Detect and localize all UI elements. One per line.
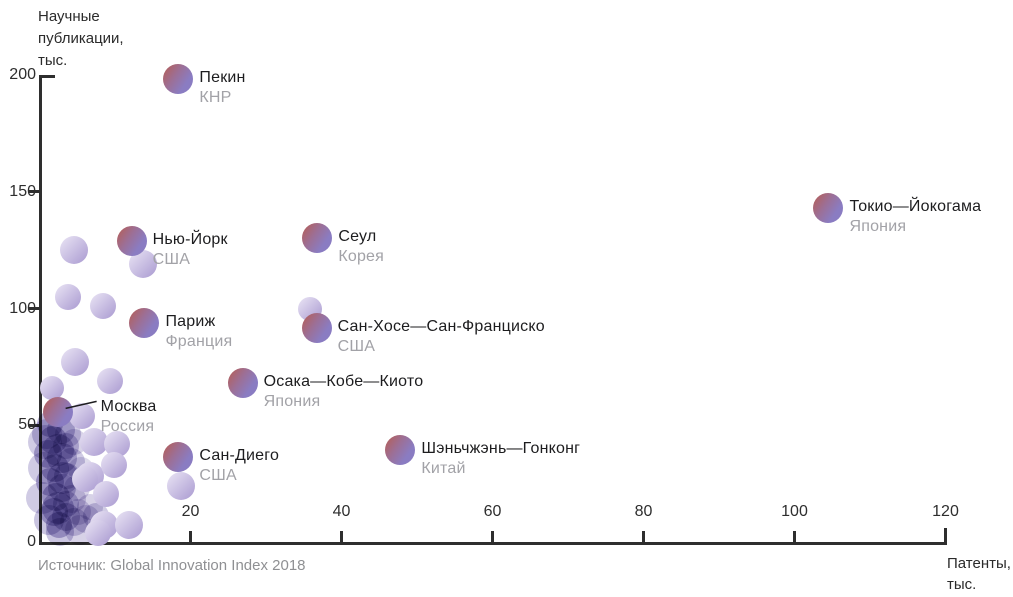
y-tick-label-100: 100	[9, 299, 36, 317]
unlabeled-bubble	[55, 284, 81, 310]
city-name: Шэньчжэнь—Гонконг	[421, 439, 581, 457]
city-bubble-7	[227, 368, 258, 399]
city-bubble-8	[42, 397, 73, 428]
cluster-bubble	[34, 505, 64, 535]
city-name: Осака—Кобе—Киото	[263, 373, 424, 391]
country-name: Япония	[263, 393, 321, 411]
unlabeled-bubble	[101, 452, 127, 478]
city-name: Пекин	[199, 68, 246, 86]
x-tick-20	[189, 531, 192, 542]
city-label-7: Осака—Кобе—Киото Япония	[264, 372, 424, 412]
country-name: КНР	[199, 88, 232, 106]
x-axis-line	[39, 542, 947, 545]
x-tick-label-120: 120	[932, 503, 959, 520]
unlabeled-bubble	[90, 293, 116, 319]
y-axis-title-line3: тыс.	[38, 52, 68, 69]
unlabeled-bubble	[69, 403, 95, 429]
city-bubble-3	[116, 225, 147, 256]
city-label-4: Сеул Корея	[338, 227, 384, 267]
y-tick-100	[29, 307, 40, 310]
unlabeled-bubble	[61, 348, 89, 376]
city-bubble-2	[813, 193, 844, 224]
x-tick-label-40: 40	[332, 503, 351, 520]
city-name: Нью-Йорк	[152, 230, 228, 248]
country-name: США	[152, 250, 191, 268]
city-bubble-5	[129, 307, 160, 338]
y-tick-150	[29, 190, 40, 194]
unlabeled-bubble	[80, 428, 108, 456]
city-bubble-9	[163, 441, 194, 472]
city-label-8: Москва Россия	[101, 397, 157, 437]
city-label-3: Нью-Йорк США	[153, 230, 228, 270]
cluster-bubble	[28, 425, 62, 459]
city-label-5: Париж Франция	[165, 312, 232, 352]
city-name: Сеул	[338, 228, 377, 246]
source-note: Источник: Global Innovation Index 2018	[38, 557, 306, 574]
x-tick-label-100: 100	[781, 503, 808, 520]
country-name: Япония	[849, 218, 907, 236]
x-tick-80	[642, 531, 645, 542]
city-bubble-4	[302, 223, 333, 254]
city-label-9: Сан-Диего США	[199, 446, 279, 486]
country-name: США	[337, 338, 376, 356]
country-name: Россия	[100, 418, 155, 436]
city-bubble-1	[163, 63, 194, 94]
city-name: Токио—Йокогама	[849, 198, 982, 216]
city-label-6: Сан-Хосе—Сан-Франциско США	[338, 317, 545, 357]
x-axis-end-cap	[944, 528, 947, 542]
y-axis-title: Научные публикации, тыс.	[38, 6, 124, 72]
country-name: США	[199, 466, 237, 484]
x-axis-title-line1: Патенты,	[947, 555, 1011, 572]
x-axis-title-line2: тыс.	[947, 576, 977, 593]
unlabeled-bubble	[40, 376, 64, 400]
unlabeled-bubble	[97, 368, 123, 394]
city-name: Париж	[165, 312, 216, 330]
city-label-2: Токио—Йокогама Япония	[849, 197, 981, 237]
city-name: Сан-Диего	[199, 446, 280, 464]
y-axis-title-line1: Научные	[38, 8, 100, 25]
city-bubble-6	[301, 313, 332, 344]
x-tick-label-80: 80	[634, 503, 653, 520]
y-tick-label-0: 0	[27, 533, 36, 550]
unlabeled-bubble	[167, 472, 195, 500]
x-tick-label-20: 20	[181, 503, 200, 520]
city-bubble-10	[385, 434, 416, 465]
x-tick-label-60: 60	[483, 503, 502, 520]
city-label-10: Шэньчжэнь—Гонконг Китай	[421, 439, 580, 479]
unlabeled-bubble	[60, 236, 88, 264]
unlabeled-bubble	[93, 481, 119, 507]
y-tick-label-200: 200	[9, 66, 36, 83]
country-name: Корея	[338, 248, 385, 266]
country-name: Франция	[165, 332, 233, 350]
city-name: Сан-Хосе—Сан-Франциско	[337, 318, 545, 336]
x-axis-title: Патенты, тыс.	[947, 553, 1011, 595]
x-tick-100	[793, 531, 796, 542]
y-tick-label-150: 150	[9, 182, 36, 200]
city-label-1: Пекин КНР	[199, 68, 245, 108]
x-tick-40	[340, 531, 343, 542]
city-name: Москва	[100, 398, 157, 416]
x-tick-60	[491, 531, 494, 542]
country-name: Китай	[421, 459, 466, 477]
y-axis-title-line2: публикации,	[38, 30, 124, 47]
unlabeled-bubble	[85, 520, 111, 546]
y-axis-end-cap	[39, 75, 55, 78]
unlabeled-bubble	[115, 511, 143, 539]
y-axis-line	[39, 75, 42, 545]
y-tick-label-50: 50	[18, 416, 36, 434]
